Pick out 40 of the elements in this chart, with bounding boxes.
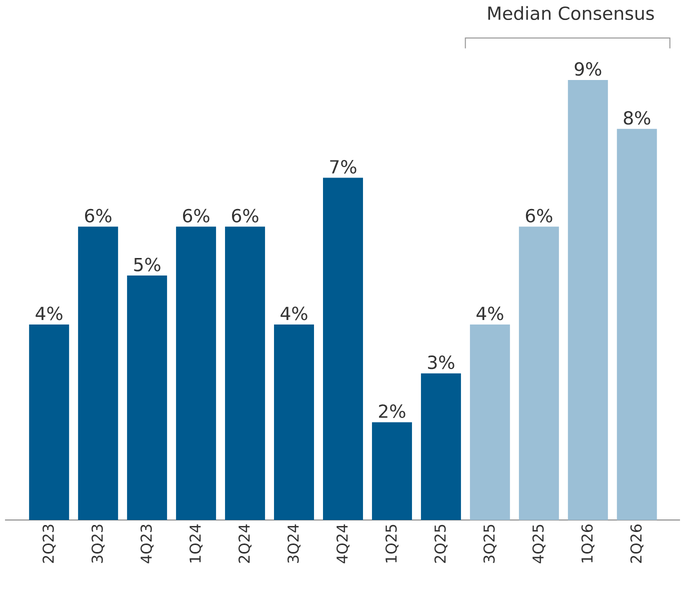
bar — [616, 128, 657, 520]
data-label: 6% — [232, 208, 258, 222]
x-tick-label: 3Q23 — [92, 524, 105, 563]
data-label: 8% — [624, 111, 650, 125]
x-tick-label: 2Q25 — [434, 524, 448, 563]
data-label: 7% — [330, 160, 356, 174]
bar — [78, 226, 118, 520]
bar — [372, 422, 412, 520]
data-label: 4% — [476, 306, 504, 320]
x-tick-label: 2Q23 — [42, 524, 56, 563]
x-tick-label: 1Q26 — [581, 524, 594, 562]
bar — [274, 324, 314, 520]
bar — [225, 226, 266, 520]
data-label: 4% — [36, 306, 62, 320]
x-tick-label: 1Q25 — [385, 524, 399, 562]
data-label: 5% — [134, 258, 160, 272]
data-label: 6% — [85, 208, 112, 222]
bar — [568, 80, 608, 520]
bar — [420, 373, 461, 520]
bar — [518, 226, 559, 520]
data-label: 3% — [428, 356, 454, 370]
data-label: 9% — [574, 62, 602, 76]
x-tick-label: 3Q25 — [483, 524, 496, 563]
x-tick-label: 4Q25 — [532, 524, 546, 564]
data-label: 4% — [280, 306, 308, 320]
x-tick-label: 2Q24 — [238, 524, 252, 563]
bar — [322, 178, 363, 520]
bar — [176, 226, 216, 520]
text: Median Consensus — [488, 6, 654, 20]
x-tick-label: 1Q24 — [190, 524, 203, 562]
x-tick-label: 2Q26 — [630, 524, 644, 563]
x-tick-label: 4Q23 — [140, 524, 154, 564]
data-label: 6% — [183, 208, 210, 222]
bar — [127, 276, 168, 520]
data-label: 6% — [526, 208, 552, 222]
data-label: 2% — [379, 404, 406, 418]
x-tick-label: 3Q24 — [287, 524, 301, 563]
x-tick-label: 4Q24 — [336, 524, 350, 564]
bar — [29, 324, 70, 520]
bar — [470, 324, 510, 520]
